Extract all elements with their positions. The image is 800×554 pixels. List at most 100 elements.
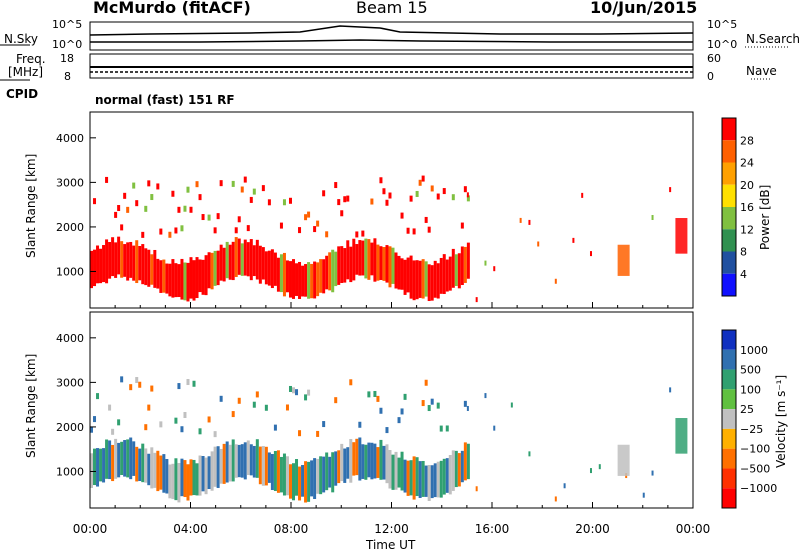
echo-column [183, 262, 187, 301]
echo-fragment [367, 391, 371, 398]
echo-column [436, 461, 440, 498]
velocity-ylabel: Slant Range [km] [24, 353, 38, 458]
echo-fragment [144, 205, 148, 212]
echo-column [310, 263, 314, 299]
colorbar-tick-label: 12 [740, 223, 754, 236]
echo-fragment [198, 194, 202, 201]
echo-column [421, 259, 425, 299]
echo-column [346, 240, 350, 280]
colorbar-swatch [722, 448, 736, 469]
echo-column [282, 453, 286, 496]
echo-column [168, 263, 172, 297]
echo-fragment [108, 404, 112, 411]
echo-column [295, 263, 299, 296]
echo-fragment [150, 385, 154, 392]
echo-fragment [123, 192, 127, 199]
echo-fragment [180, 225, 184, 232]
echo-fragment [144, 424, 148, 431]
echo-fragment [373, 390, 377, 397]
echo-column [403, 459, 407, 493]
echo-column [424, 465, 428, 497]
echo-column [276, 450, 280, 493]
echo-column [460, 450, 464, 483]
nsky-tick-high: 10^5 [52, 18, 83, 31]
echo-column [412, 456, 416, 500]
colorbar-tick-label: 16 [740, 201, 754, 214]
echo-column [264, 446, 268, 486]
echo-fragment [307, 389, 311, 396]
echo-fragment [150, 194, 154, 201]
echo-column [183, 460, 187, 498]
freq-label: Freq. [16, 52, 46, 66]
station-title: McMurdo (fitACF) [93, 0, 251, 17]
x-tick-label: 16:00 [475, 522, 510, 536]
echo-column [99, 248, 103, 284]
echo-column [334, 251, 338, 287]
echo-column [367, 239, 371, 280]
echo-column [219, 448, 223, 484]
echo-fragment [528, 451, 531, 457]
echo-column [328, 252, 332, 291]
echo-column [358, 240, 362, 276]
colorbar-swatch [722, 140, 736, 163]
x-tick-label: 00:00 [73, 522, 108, 536]
echo-column [288, 464, 292, 499]
echo-fragment [388, 192, 392, 199]
echo-fragment [463, 186, 467, 193]
echo-column [295, 459, 299, 496]
echo-column [174, 263, 178, 298]
echo-fragment [669, 187, 672, 193]
colorbar-swatch [722, 162, 736, 185]
echo-fragment [430, 398, 434, 405]
echo-column [108, 440, 112, 480]
echo-fragment [421, 400, 425, 407]
echo-column [117, 442, 121, 478]
echo-fragment [493, 425, 496, 431]
echo-column [228, 244, 232, 280]
echo-column [364, 444, 368, 480]
echo-fragment [183, 205, 187, 212]
echo-fragment [403, 393, 407, 400]
nsearch-label: N.Search [746, 32, 800, 46]
echo-column [129, 437, 133, 480]
echo-fragment [581, 192, 584, 198]
echo-column [153, 249, 157, 288]
echo-fragment [349, 379, 353, 386]
nsearch-trace [90, 39, 693, 43]
echo-column [111, 237, 115, 277]
echo-column [246, 440, 250, 476]
echo-column [234, 237, 238, 277]
echo-fragment [316, 220, 320, 227]
x-tick-label: 12:00 [374, 522, 409, 536]
echo-fragment [442, 188, 446, 195]
echo-column [394, 451, 398, 490]
echo-fragment [427, 226, 431, 233]
echo-column [343, 248, 347, 283]
echo-fragment [186, 186, 190, 193]
echo-fragment [554, 496, 557, 502]
echo-fragment [216, 213, 220, 220]
echo-fragment [186, 379, 190, 386]
echo-column [457, 453, 461, 487]
echo-patch [617, 444, 630, 476]
echo-column [99, 448, 103, 482]
colorbar-tick-label: 8 [740, 246, 747, 259]
echo-column [246, 242, 250, 277]
echo-fragment [406, 227, 410, 234]
echo-column [427, 464, 431, 501]
echo-fragment [126, 206, 130, 213]
echo-fragment [379, 177, 383, 184]
echo-column [192, 459, 196, 496]
echo-column [114, 438, 118, 479]
echo-fragment [340, 210, 344, 217]
echo-column [180, 458, 184, 497]
echo-fragment [255, 391, 259, 398]
echo-fragment [180, 426, 184, 433]
echo-column [367, 442, 371, 478]
echo-fragment [292, 387, 296, 394]
echo-column [153, 452, 157, 488]
freq-tick-low: 8 [64, 70, 71, 83]
echo-column [123, 440, 127, 477]
echo-column [273, 450, 277, 491]
echo-column [442, 254, 446, 294]
